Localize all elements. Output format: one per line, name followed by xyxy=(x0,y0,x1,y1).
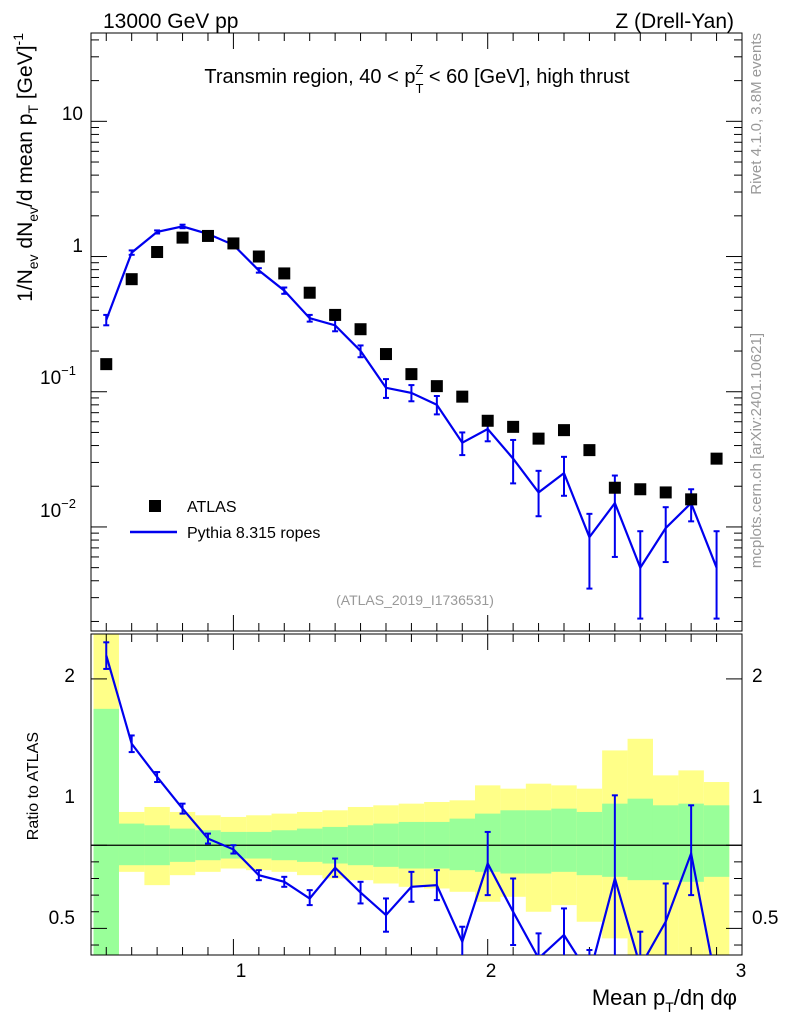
y-tick-label-10: 10 xyxy=(62,104,83,125)
ratio-band-green xyxy=(118,823,145,866)
atlas-marker xyxy=(329,308,342,321)
atlas-marker xyxy=(456,390,469,403)
ratio-band-green xyxy=(500,810,526,874)
legend: ATLAS Pythia 8.315 ropes xyxy=(130,499,320,542)
y-tick-label-10-1: 10−1 xyxy=(40,363,76,389)
atlas-marker xyxy=(125,273,138,286)
ratio-band-green xyxy=(627,798,653,881)
ratio-tick-label-2-right: 2 xyxy=(752,666,763,687)
y-tick-label-10-2: 10−2 xyxy=(40,496,76,522)
atlas-marker xyxy=(354,323,367,336)
x-tick-labels: 1 2 3 xyxy=(236,961,747,982)
atlas-marker xyxy=(685,493,698,506)
atlas-marker xyxy=(507,420,520,433)
ratio-y-axis-label: Ratio to ATLAS xyxy=(25,732,42,840)
atlas-marker xyxy=(227,237,240,250)
x-tick-label-2: 2 xyxy=(486,961,497,982)
x-axis-label: Mean pT/dη dφ xyxy=(592,985,737,1015)
legend-label-atlas: ATLAS xyxy=(187,499,237,516)
ratio-band-green xyxy=(652,805,679,881)
atlas-marker xyxy=(379,348,392,361)
mcplots-url-label: mcplots.cern.ch [arXiv:2401.10621] xyxy=(748,333,765,568)
atlas-marker xyxy=(151,246,164,259)
atlas-marker xyxy=(176,231,189,244)
ratio-band-green xyxy=(525,810,552,874)
ratio-panel-frame xyxy=(90,633,743,956)
atlas-marker xyxy=(100,358,113,371)
atlas-marker xyxy=(430,380,443,393)
atlas-marker xyxy=(303,286,316,299)
header-right: Z (Drell-Yan) xyxy=(615,10,734,33)
atlas-marker xyxy=(659,486,672,499)
plot-title: Transmin region, 40 < pTZ < 60 [GeV], hi… xyxy=(204,62,630,96)
ratio-y-tick-labels: 2 1 0.5 2 1 0.5 xyxy=(49,666,779,929)
ratio-tick-label-0.5-left: 0.5 xyxy=(49,908,75,929)
ratio-band-green xyxy=(551,808,577,872)
ratio-panel: 2 1 0.5 2 1 0.5 Ratio to ATLAS 1 2 3 Mea… xyxy=(25,633,779,1015)
ratio-band-green xyxy=(449,818,475,871)
legend-marker-atlas xyxy=(149,500,161,512)
atlas-marker xyxy=(583,444,596,457)
atlas-marker xyxy=(252,250,265,263)
atlas-marker xyxy=(481,414,494,427)
y-tick-label-1: 1 xyxy=(72,236,83,257)
y-axis-label: 1/Nev dNev/d mean pT [GeV]-1 xyxy=(10,33,41,302)
atlas-marker xyxy=(532,432,545,445)
atlas-marker xyxy=(405,368,418,381)
ratio-band-green xyxy=(93,708,119,955)
analysis-watermark: (ATLAS_2019_I1736531) xyxy=(336,592,494,608)
ratio-tick-label-0.5-right: 0.5 xyxy=(752,908,778,929)
ratio-band-green xyxy=(703,805,730,877)
x-tick-label-3: 3 xyxy=(736,961,747,982)
atlas-marker xyxy=(710,452,723,465)
ratio-tick-label-1-left: 1 xyxy=(64,787,75,808)
atlas-marker xyxy=(634,483,647,496)
main-panel-frame xyxy=(90,32,743,632)
ratio-tick-label-1-right: 1 xyxy=(752,787,763,808)
header-left: 13000 GeV pp xyxy=(103,10,238,33)
rivet-version-label: Rivet 4.1.0, 3.8M events xyxy=(748,33,765,195)
main-data xyxy=(100,223,723,620)
main-panel: Transmin region, 40 < pTZ < 60 [GeV], hi… xyxy=(10,32,743,632)
ratio-bands xyxy=(93,634,730,955)
ratio-tick-label-2-left: 2 xyxy=(64,666,75,687)
main-y-ticks xyxy=(91,33,743,631)
ratio-line xyxy=(105,655,712,955)
atlas-marker xyxy=(557,424,570,437)
atlas-marker xyxy=(278,267,291,280)
atlas-marker xyxy=(608,481,621,494)
y-tick-labels: 10 1 10−1 10−2 xyxy=(40,104,83,522)
legend-label-pythia: Pythia 8.315 ropes xyxy=(187,525,320,542)
ratio-data xyxy=(91,641,742,955)
x-tick-label-1: 1 xyxy=(236,961,247,982)
atlas-marker xyxy=(201,229,214,242)
ratio-band-green xyxy=(576,811,603,876)
